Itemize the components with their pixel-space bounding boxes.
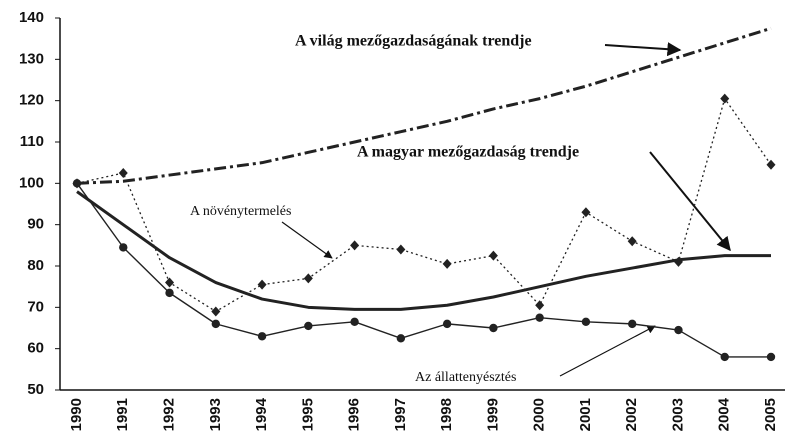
- point: [442, 319, 452, 329]
- annotation: A magyar mezőgazdaság trendje: [357, 144, 579, 161]
- point: [489, 323, 498, 333]
- x-tick-label: 2001: [577, 398, 594, 431]
- x-tick-label: 1992: [161, 398, 178, 431]
- point: [165, 288, 174, 298]
- x-tick-label: 2003: [669, 398, 686, 431]
- y-tick-label: 60: [27, 340, 44, 357]
- y-tick-label: 110: [20, 133, 44, 150]
- series-line: [76, 182, 771, 358]
- point: [720, 352, 729, 362]
- x-tick-label: 1995: [299, 398, 316, 431]
- point: [396, 244, 406, 255]
- point: [211, 306, 221, 317]
- x-tick-label: 1999: [484, 398, 501, 431]
- point: [119, 243, 128, 252]
- annotation: A világ mezőgazdaságának trendje: [295, 33, 532, 50]
- point: [350, 317, 359, 326]
- x-tick-label: 1996: [346, 398, 363, 431]
- series-line: [76, 26, 772, 185]
- point: [442, 258, 452, 269]
- point: [396, 334, 406, 343]
- y-tick-label: 100: [19, 174, 44, 191]
- point: [535, 300, 545, 311]
- annotation: A növénytermelés: [190, 204, 291, 219]
- point: [766, 352, 776, 362]
- x-tick-label: 2004: [716, 397, 733, 431]
- point: [720, 93, 730, 104]
- point: [257, 332, 267, 341]
- annotation: Az állattenyésztés: [415, 370, 516, 385]
- point: [581, 317, 591, 326]
- point: [257, 279, 267, 290]
- x-tick-label: 2002: [623, 398, 640, 431]
- annotation-arrow: [281, 221, 333, 259]
- x-tick-label: 1993: [207, 398, 224, 431]
- point: [535, 313, 544, 322]
- x-tick-label: 1991: [114, 398, 131, 431]
- point: [581, 207, 591, 218]
- y-tick-label: 80: [27, 257, 44, 274]
- point: [118, 168, 128, 178]
- x-tick-label: 1998: [438, 398, 455, 431]
- point: [303, 273, 313, 284]
- annotation-arrow: [559, 325, 656, 377]
- y-tick-label: 140: [19, 9, 44, 26]
- x-tick-label: 2000: [531, 398, 548, 431]
- annotation-arrow: [649, 151, 731, 252]
- point: [350, 240, 360, 251]
- series-line: [76, 190, 771, 311]
- x-tick-label: 1997: [392, 398, 409, 431]
- point: [165, 277, 175, 288]
- y-tick-label: 50: [27, 381, 44, 398]
- point: [211, 319, 220, 329]
- point: [628, 319, 637, 329]
- y-tick-label: 130: [19, 50, 44, 67]
- y-tick-label: 120: [19, 92, 44, 109]
- x-tick-label: 2005: [762, 398, 779, 431]
- point: [674, 325, 683, 335]
- series-line: [76, 97, 772, 313]
- x-tick-label: 1990: [68, 398, 85, 431]
- point: [627, 236, 637, 247]
- point: [766, 159, 776, 170]
- y-tick-label: 90: [27, 216, 44, 233]
- annotation-arrow: [604, 42, 682, 57]
- y-tick-label: 70: [27, 298, 44, 315]
- point: [304, 321, 313, 331]
- point: [488, 250, 498, 261]
- x-tick-label: 1994: [253, 397, 270, 431]
